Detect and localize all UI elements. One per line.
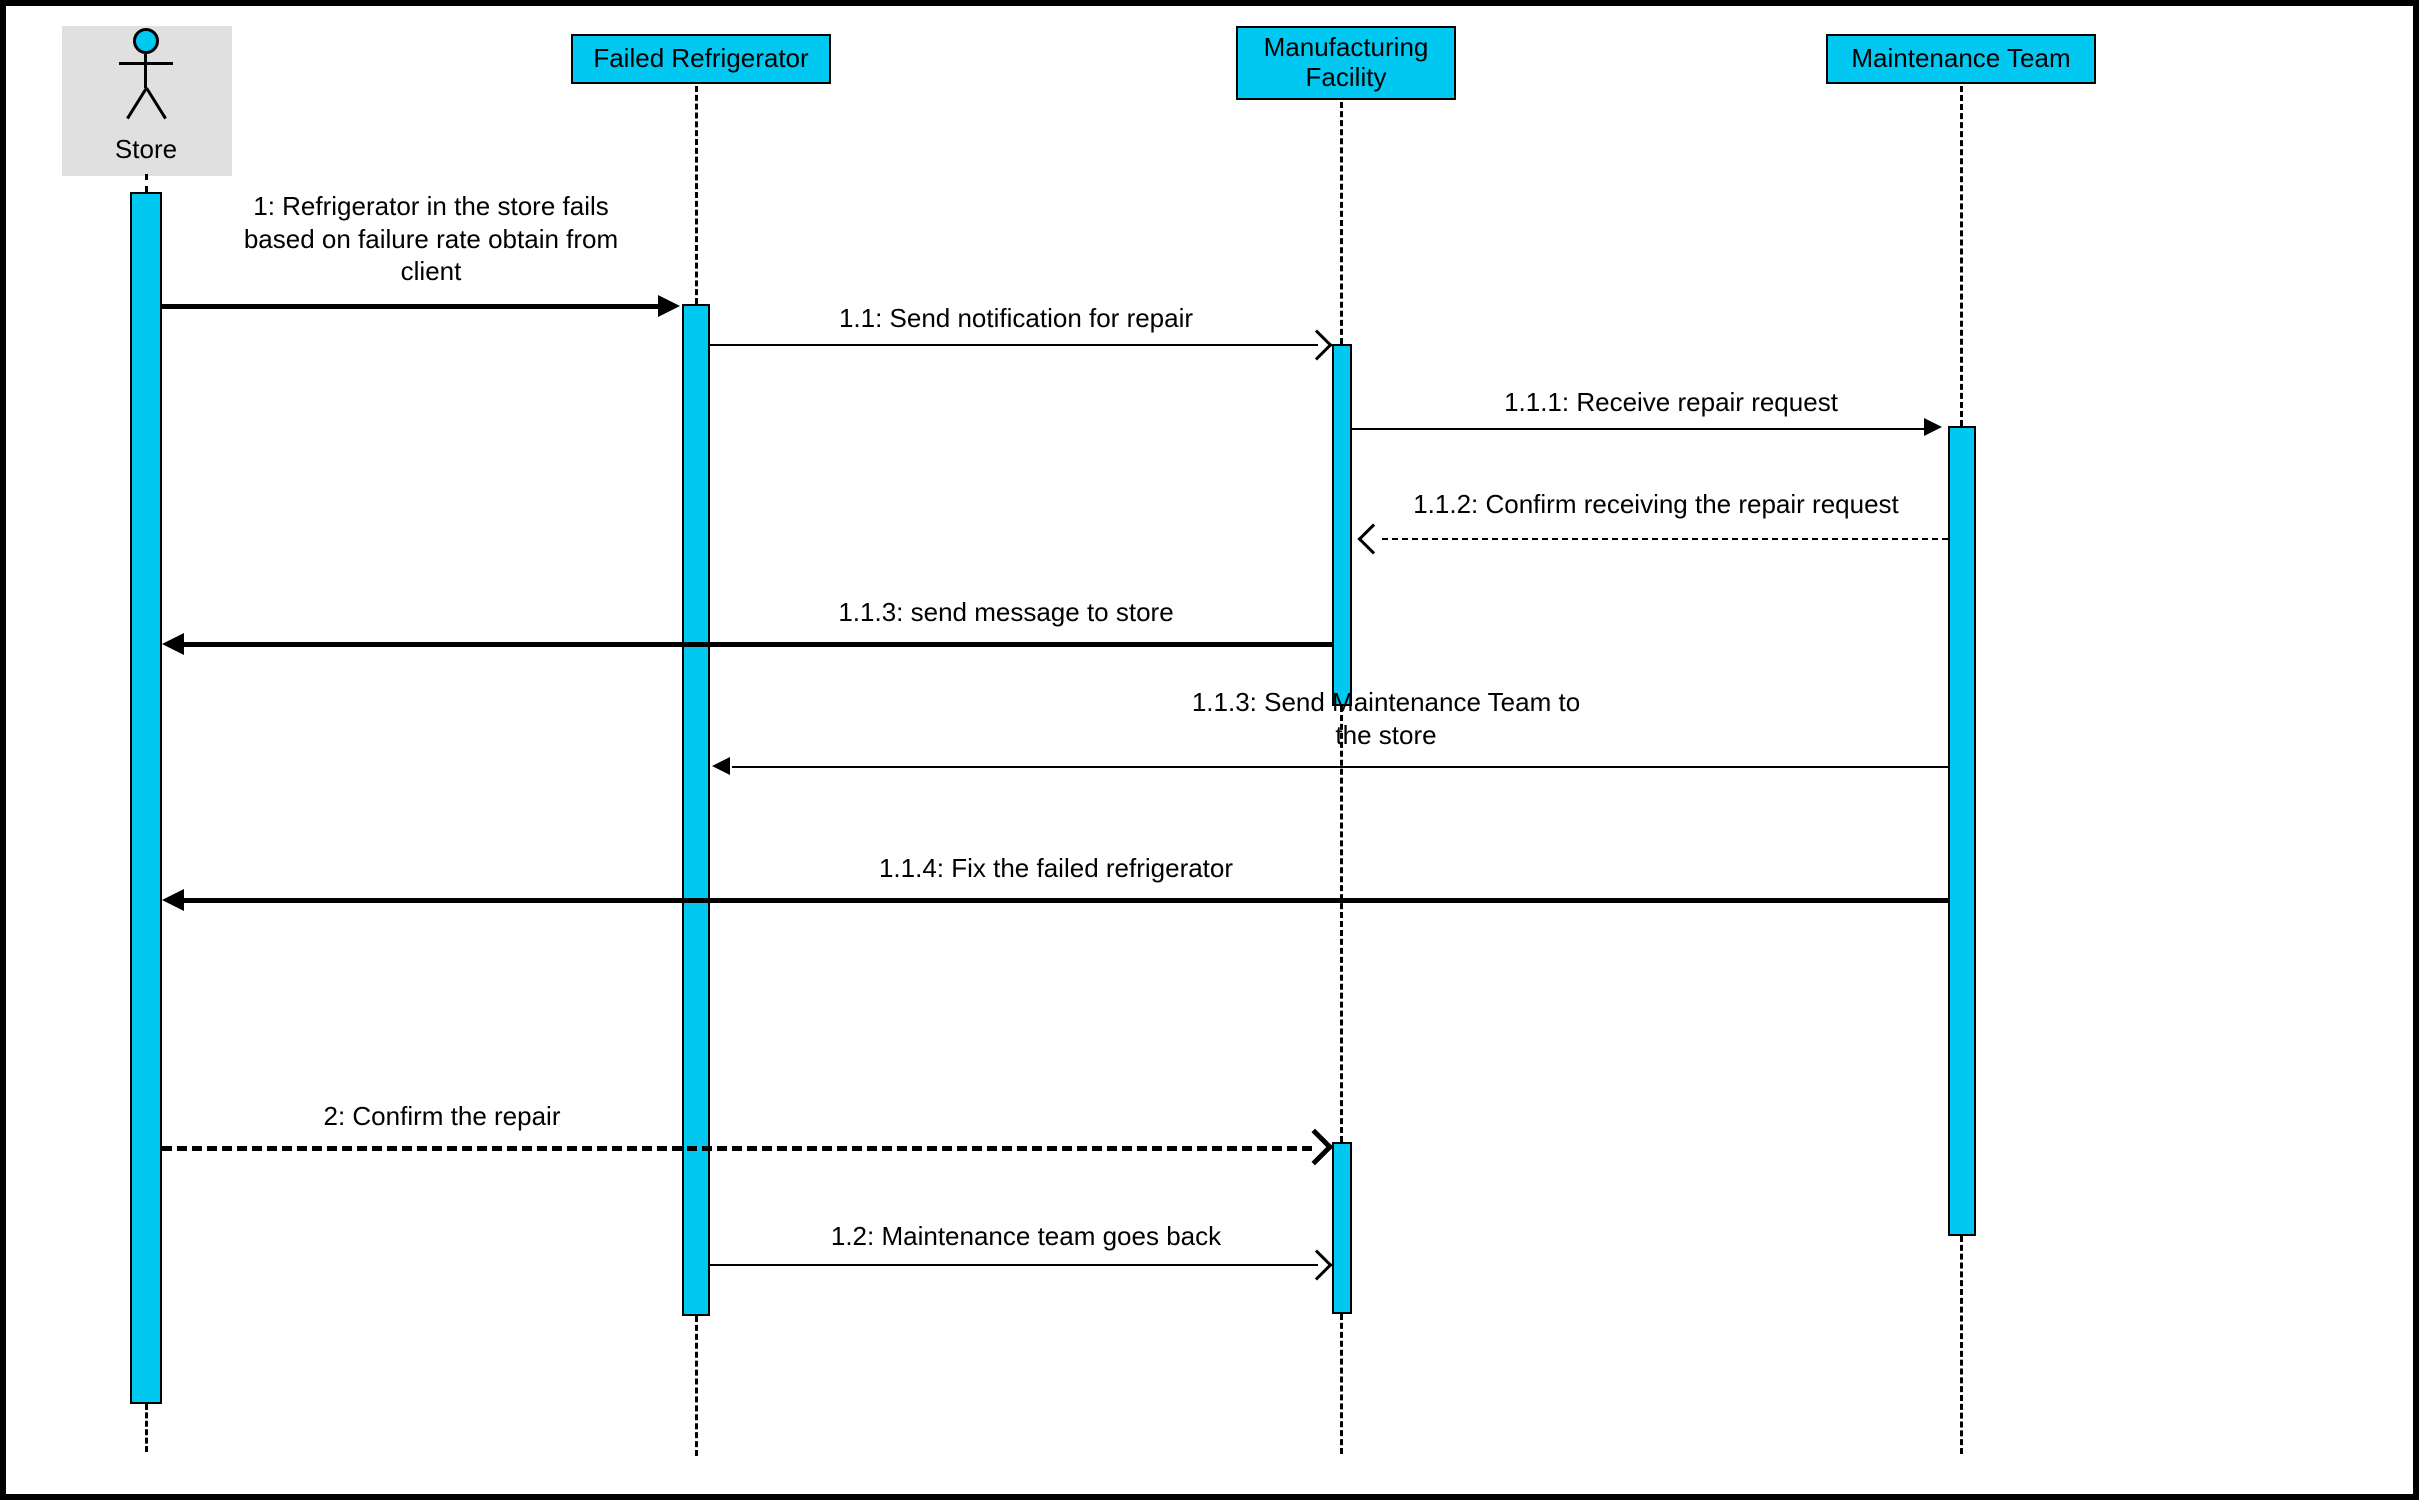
msg-1-arrow bbox=[658, 295, 680, 317]
lifeline-dash-facility-mid bbox=[1340, 706, 1343, 1142]
msg-1-2-line bbox=[710, 1264, 1318, 1266]
lifeline-dash-facility-top bbox=[1340, 102, 1343, 344]
lifeline-team: Maintenance Team bbox=[1826, 34, 2096, 84]
activation-team bbox=[1948, 426, 1976, 1236]
msg-1-1-4-label: 1.1.4: Fix the failed refrigerator bbox=[776, 852, 1336, 885]
msg-1-1-2-line bbox=[1382, 538, 1948, 540]
msg-1-1-4-line bbox=[182, 898, 1948, 903]
actor-store-label: Store bbox=[106, 134, 186, 165]
lifeline-dash-team-tail bbox=[1960, 1236, 1963, 1454]
msg-1-1-1-label: 1.1.1: Receive repair request bbox=[1436, 386, 1906, 419]
lifeline-dash-refrigerator-tail bbox=[695, 1316, 698, 1456]
lifeline-dash-facility-tail bbox=[1340, 1314, 1343, 1454]
msg-1-1-2-arrow bbox=[1357, 523, 1388, 554]
activation-facility-1 bbox=[1332, 344, 1352, 706]
lifeline-dash-store bbox=[145, 174, 148, 192]
lifeline-facility: Manufacturing Facility bbox=[1236, 26, 1456, 100]
msg-2-arrow bbox=[1297, 1129, 1334, 1166]
lifeline-team-label: Maintenance Team bbox=[1851, 44, 2070, 74]
msg-1-1-1-line bbox=[1352, 428, 1930, 430]
msg-1-2-label: 1.2: Maintenance team goes back bbox=[746, 1220, 1306, 1253]
msg-1-1-3a-line bbox=[182, 642, 1332, 647]
msg-2-line bbox=[162, 1146, 1312, 1151]
activation-store bbox=[130, 192, 162, 1404]
msg-1-1-arrow bbox=[1301, 329, 1332, 360]
msg-1-1-3b-line bbox=[732, 766, 1948, 768]
sequence-diagram: Store Failed Refrigerator Manufacturing … bbox=[0, 0, 2419, 1500]
msg-1-1-label: 1.1: Send notification for repair bbox=[766, 302, 1266, 335]
msg-1-1-4-arrow bbox=[162, 889, 184, 911]
lifeline-refrigerator: Failed Refrigerator bbox=[571, 34, 831, 84]
lifeline-dash-store-tail bbox=[145, 1404, 148, 1452]
lifeline-dash-team-top bbox=[1960, 86, 1963, 426]
msg-1-label: 1: Refrigerator in the store fails based… bbox=[196, 190, 666, 288]
msg-1-1-3a-arrow bbox=[162, 633, 184, 655]
lifeline-facility-label: Manufacturing Facility bbox=[1246, 33, 1446, 93]
actor-store-icon bbox=[111, 28, 181, 138]
msg-1-1-1-arrow bbox=[1924, 418, 1942, 436]
msg-1-1-line bbox=[710, 344, 1318, 346]
msg-1-2-arrow bbox=[1301, 1249, 1332, 1280]
lifeline-refrigerator-label: Failed Refrigerator bbox=[593, 44, 808, 74]
activation-facility-2 bbox=[1332, 1142, 1352, 1314]
msg-1-1-3b-arrow bbox=[712, 757, 730, 775]
msg-1-line bbox=[162, 304, 662, 309]
lifeline-dash-refrigerator bbox=[695, 86, 698, 304]
msg-1-1-3a-label: 1.1.3: send message to store bbox=[726, 596, 1286, 629]
msg-1-1-2-label: 1.1.2: Confirm receiving the repair requ… bbox=[1376, 486, 1936, 523]
msg-1-1-3b-label: 1.1.3: Send Maintenance Team to the stor… bbox=[1126, 686, 1646, 751]
activation-refrigerator bbox=[682, 304, 710, 1316]
msg-2-label: 2: Confirm the repair bbox=[272, 1100, 612, 1133]
